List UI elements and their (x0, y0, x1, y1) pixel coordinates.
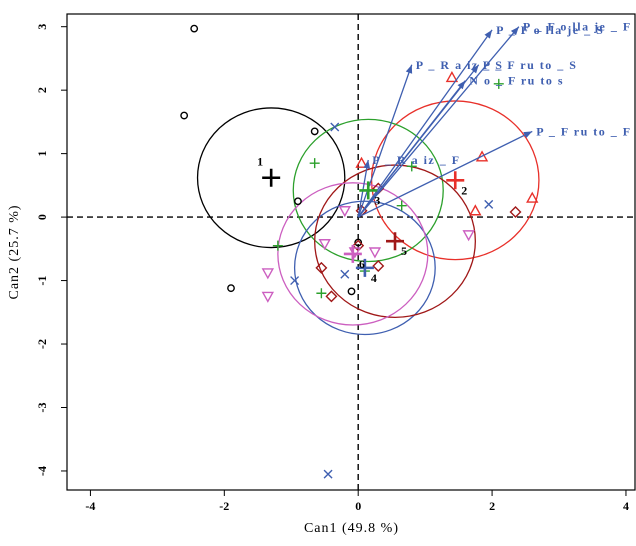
vector-0-arrowhead (510, 26, 519, 36)
circle-marker (227, 284, 235, 293)
vector-1-label: P _ F o lla je _ S (496, 23, 604, 37)
group-centers: 1 2 3 4 5 6 (257, 155, 467, 285)
cross-marker (484, 199, 494, 209)
circle-marker (190, 24, 199, 33)
plus-marker (272, 240, 283, 251)
cross-marker (290, 276, 300, 286)
group-1-label: 1 (257, 155, 263, 169)
y-tick-label: 2 (35, 87, 49, 93)
y-tick-label: -1 (35, 276, 49, 286)
circle-marker (347, 287, 356, 296)
group-3-center (359, 181, 378, 200)
variable-vectors: P _ F o lla je _ FP _ F o lla je _ S P _ … (357, 20, 632, 218)
group-2-center (446, 171, 465, 190)
diamond-marker (372, 259, 385, 272)
triangle-marker (526, 191, 539, 203)
triangle-down-marker (462, 230, 475, 242)
x-tick-label: -2 (219, 499, 229, 513)
group-4-label: 4 (371, 271, 377, 285)
vector-5-arrowhead (523, 131, 533, 139)
plus-marker (406, 161, 417, 172)
reference-lines (67, 14, 636, 490)
vector-0-label: P _ F o lla je _ F (523, 20, 632, 34)
group-6-label: 6 (359, 257, 365, 271)
cross-marker (323, 469, 333, 479)
vector-1-arrowhead (484, 29, 493, 39)
triangle-down-marker (261, 268, 275, 280)
vector-4-line (357, 80, 466, 218)
group-5-center (386, 232, 405, 251)
triangle-marker (445, 71, 459, 83)
triangle-marker (355, 156, 368, 168)
y-tick-label: 0 (35, 214, 49, 220)
plus-marker (493, 78, 504, 89)
y-tick-label: 3 (35, 24, 49, 30)
vector-4-label: N o _ F ru to s (469, 74, 564, 88)
y-tick-label: -4 (35, 466, 49, 476)
plus-marker (396, 200, 407, 211)
triangle-marker (475, 150, 489, 162)
group-3-circle (292, 118, 444, 263)
plot-frame (66, 13, 636, 491)
group-4-center (355, 258, 374, 277)
group-3-label: 3 (374, 193, 380, 207)
x-tick-label: -4 (85, 499, 95, 513)
triangle-down-marker (338, 206, 351, 218)
x-axis: -4 -2 0 2 4 (85, 490, 629, 513)
vector-5-line (357, 130, 533, 218)
x-axis-title: Can1 (49.8 %) (304, 521, 399, 536)
vector-0-line (357, 26, 520, 218)
circle-marker (310, 127, 319, 136)
circle-marker (354, 238, 363, 247)
group-5-label: 5 (401, 244, 407, 258)
x-tick-label: 2 (489, 499, 495, 513)
cross-marker (340, 269, 350, 279)
plus-marker (316, 288, 327, 299)
vector-3-label: P _ F ru to _ S (483, 58, 578, 72)
vector-1-line (357, 29, 493, 218)
vector-3-arrowhead (470, 64, 479, 74)
vector-2-arrowhead (405, 64, 413, 74)
group-2-label: 2 (461, 183, 467, 197)
group-6-circle (277, 182, 429, 326)
vector-6-arrowhead (363, 159, 371, 169)
triangle-down-marker (368, 247, 382, 259)
vector-6-line (357, 159, 369, 218)
y-axis-title: Can2 (25.7 %) (7, 204, 22, 299)
group-points (180, 24, 539, 479)
cross-marker (330, 122, 340, 132)
group-1-circle (196, 107, 346, 249)
vector-6-label: P _ R a iz _ F (372, 153, 460, 167)
group-4-circle (293, 200, 436, 336)
y-axis: -4 -3 -2 -1 0 1 2 3 (35, 24, 67, 476)
plus-marker (309, 158, 320, 169)
vector-2-label: P _ R a iz _ S (416, 58, 504, 72)
circle-marker (294, 197, 302, 206)
x-tick-label: 4 (623, 499, 629, 513)
group-6-center (343, 244, 362, 263)
y-tick-label: 1 (35, 151, 49, 157)
triangle-down-marker (261, 291, 275, 303)
vector-4-arrowhead (457, 80, 466, 90)
triangle-down-marker (318, 239, 331, 251)
y-tick-label: -3 (35, 402, 49, 412)
y-tick-label: -2 (35, 339, 49, 349)
diamond-marker (509, 206, 522, 219)
x-tick-label: 0 (355, 499, 361, 513)
circle-marker (180, 111, 189, 120)
diamond-marker (325, 290, 338, 303)
triangle-marker (469, 204, 482, 216)
group-1-center (262, 168, 281, 187)
vector-5-label: P _ F ru to _ F (536, 124, 631, 138)
diamond-marker (315, 261, 328, 274)
